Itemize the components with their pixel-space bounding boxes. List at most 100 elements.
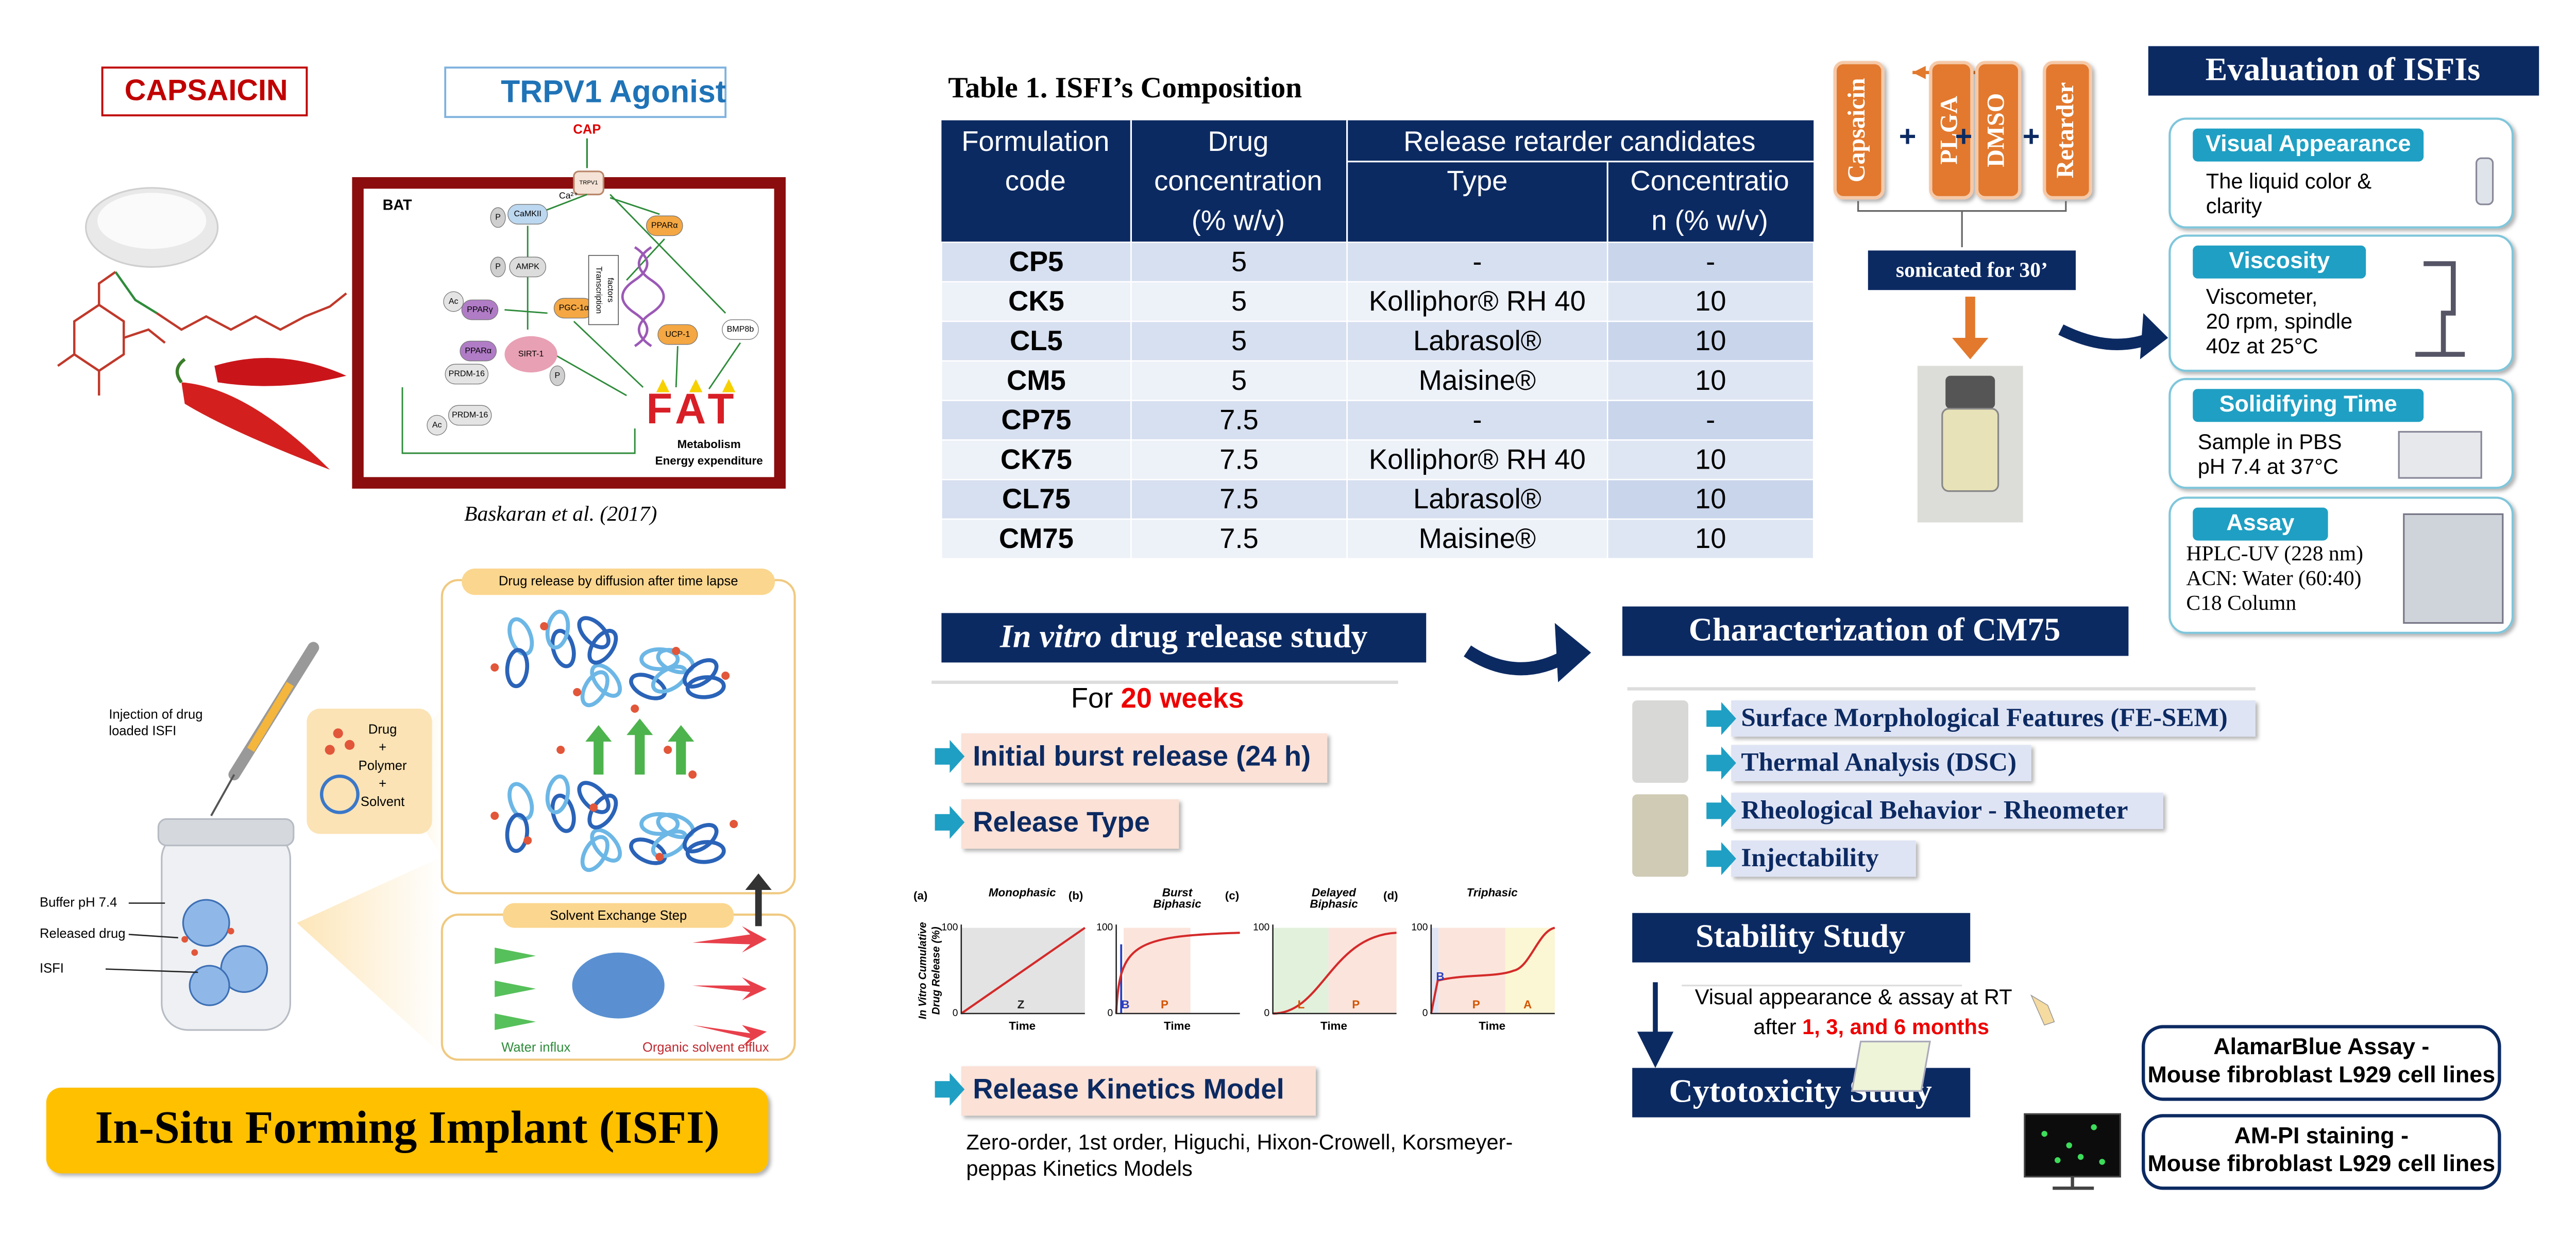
stability-text: after 1, 3, and 6 months xyxy=(1753,1015,1989,1039)
sample-photo xyxy=(1632,700,1688,783)
cell-dot xyxy=(2055,1157,2061,1163)
evaluation-title-box xyxy=(2148,46,2539,96)
characterization-title: Characterization of CM75 xyxy=(1689,611,2061,647)
cell-text: - xyxy=(1472,246,1482,277)
stability-title: Stability Study xyxy=(1696,918,1905,954)
chart-axis-label: Time xyxy=(1164,1020,1191,1033)
node-label: BMP8b xyxy=(727,325,754,334)
cell-text: Labrasol® xyxy=(1413,325,1541,356)
needle xyxy=(210,774,235,816)
circle xyxy=(345,740,355,750)
ion-label: Ca²⁺ xyxy=(559,190,579,200)
vial-cap xyxy=(1945,375,1995,409)
phase-region xyxy=(1273,928,1329,1014)
drug-dot xyxy=(721,672,730,680)
circle xyxy=(333,728,343,739)
polymer xyxy=(580,670,609,708)
phase-letter: P xyxy=(1161,998,1168,1011)
node xyxy=(490,256,506,278)
evaluation-item-text: HPLC-UV (228 nm) xyxy=(2186,541,2363,565)
phase-letter: Z xyxy=(1018,998,1025,1011)
chart-tick-label: 0 xyxy=(1422,1008,1428,1019)
evaluation-pill xyxy=(2193,128,2424,162)
pathway-frame xyxy=(352,177,786,489)
release-title-box xyxy=(941,613,1427,663)
molecule xyxy=(57,271,347,396)
evaluation-item-text: 40z at 25°C xyxy=(2206,334,2318,358)
characterization-item-label: Rheological Behavior - Rheometer xyxy=(1741,795,2128,825)
exchange-label: Solvent Exchange Step xyxy=(550,908,687,923)
item-arrow xyxy=(1706,702,1736,735)
panel-title: Biphasic xyxy=(1153,898,1201,911)
evaluation-item-text: clarity xyxy=(2206,194,2262,218)
table-cell xyxy=(1606,360,1815,401)
vial-icon xyxy=(2476,157,2494,205)
chart-axis xyxy=(1430,924,1555,1015)
cell-text: CK5 xyxy=(1008,285,1064,317)
component-label: PLGA xyxy=(1935,96,1962,165)
phase-region xyxy=(1431,928,1439,1014)
node xyxy=(657,324,698,345)
chart-tick-label: 100 xyxy=(1411,922,1428,933)
chart-axis-label: Time xyxy=(1479,1020,1505,1033)
release-curve xyxy=(1430,926,1555,1014)
table-cell xyxy=(1346,400,1608,441)
node-label: P xyxy=(495,263,501,271)
panel-letter: (b) xyxy=(1069,889,1083,902)
assay-label: Mouse fibroblast L929 cell lines xyxy=(2147,1061,2495,1087)
efflux-label: Organic solvent efflux xyxy=(642,1040,769,1055)
cell-text: Maisine® xyxy=(1419,365,1536,396)
drug-dot xyxy=(540,622,549,630)
table-cell xyxy=(941,478,1132,520)
release-arrows xyxy=(585,718,694,775)
release-item xyxy=(961,733,1328,783)
assay-label: AlamarBlue Assay - xyxy=(2213,1034,2429,1059)
cell-text: 7.5 xyxy=(1219,443,1259,475)
syringe-fill xyxy=(247,681,294,752)
evaluation-item-text: ACN: Water (60:40) xyxy=(2186,566,2361,590)
header-cell: Drug xyxy=(1208,126,1268,157)
circle xyxy=(181,936,188,943)
polymer xyxy=(590,663,622,698)
table-cell xyxy=(1346,439,1608,480)
stability-text-part: 1, 3, and 6 months xyxy=(1802,1015,1989,1039)
drug-dot xyxy=(490,663,499,672)
table-cell xyxy=(1606,518,1815,560)
hplc-icon xyxy=(2403,513,2504,624)
cell-text: 5 xyxy=(1231,285,1247,317)
process-arrowhead xyxy=(1912,66,1926,79)
cell-text: Kolliphor® RH 40 xyxy=(1369,285,1586,317)
node-label: AMPK xyxy=(516,263,540,271)
node-label: Ac xyxy=(432,421,442,430)
release-title-part: drug release study xyxy=(1101,617,1367,654)
tf-label: Transcription xyxy=(595,266,603,314)
monitor-stand xyxy=(2053,1176,2094,1190)
polymer xyxy=(577,781,611,814)
polymer xyxy=(683,658,719,689)
phase-letter: B xyxy=(1121,998,1129,1011)
polymer xyxy=(507,617,534,656)
characterization-item-label: Injectability xyxy=(1741,843,1879,872)
pepper-stem xyxy=(175,358,186,384)
chart-tick-label: 0 xyxy=(1108,1008,1113,1019)
down-arrowhead xyxy=(1637,1032,1674,1068)
monitor-icon xyxy=(2024,1113,2121,1178)
polymer xyxy=(639,647,680,672)
drug-dot xyxy=(688,770,697,779)
sample-photo xyxy=(1632,794,1688,877)
cell-dot xyxy=(2066,1142,2072,1148)
water-arrows xyxy=(495,948,536,1030)
table-cell xyxy=(941,360,1132,401)
release-item-label: Release Kinetics Model xyxy=(973,1073,1284,1105)
chart-axis-label: Time xyxy=(1009,1020,1036,1033)
node xyxy=(507,204,548,225)
chart-tick-label: 0 xyxy=(953,1008,958,1019)
diffusion-pill xyxy=(462,569,775,595)
node-label: PGC-1α xyxy=(559,304,589,313)
release-curve xyxy=(1115,932,1240,1014)
chart-tick-label: 0 xyxy=(1264,1008,1270,1019)
evaluation-item-text: pH 7.4 at 37°C xyxy=(2198,454,2338,478)
chart-axis-label: Drug Release (%) xyxy=(930,926,942,1015)
chart-axis xyxy=(1115,924,1240,1015)
table-cell xyxy=(1346,242,1608,283)
